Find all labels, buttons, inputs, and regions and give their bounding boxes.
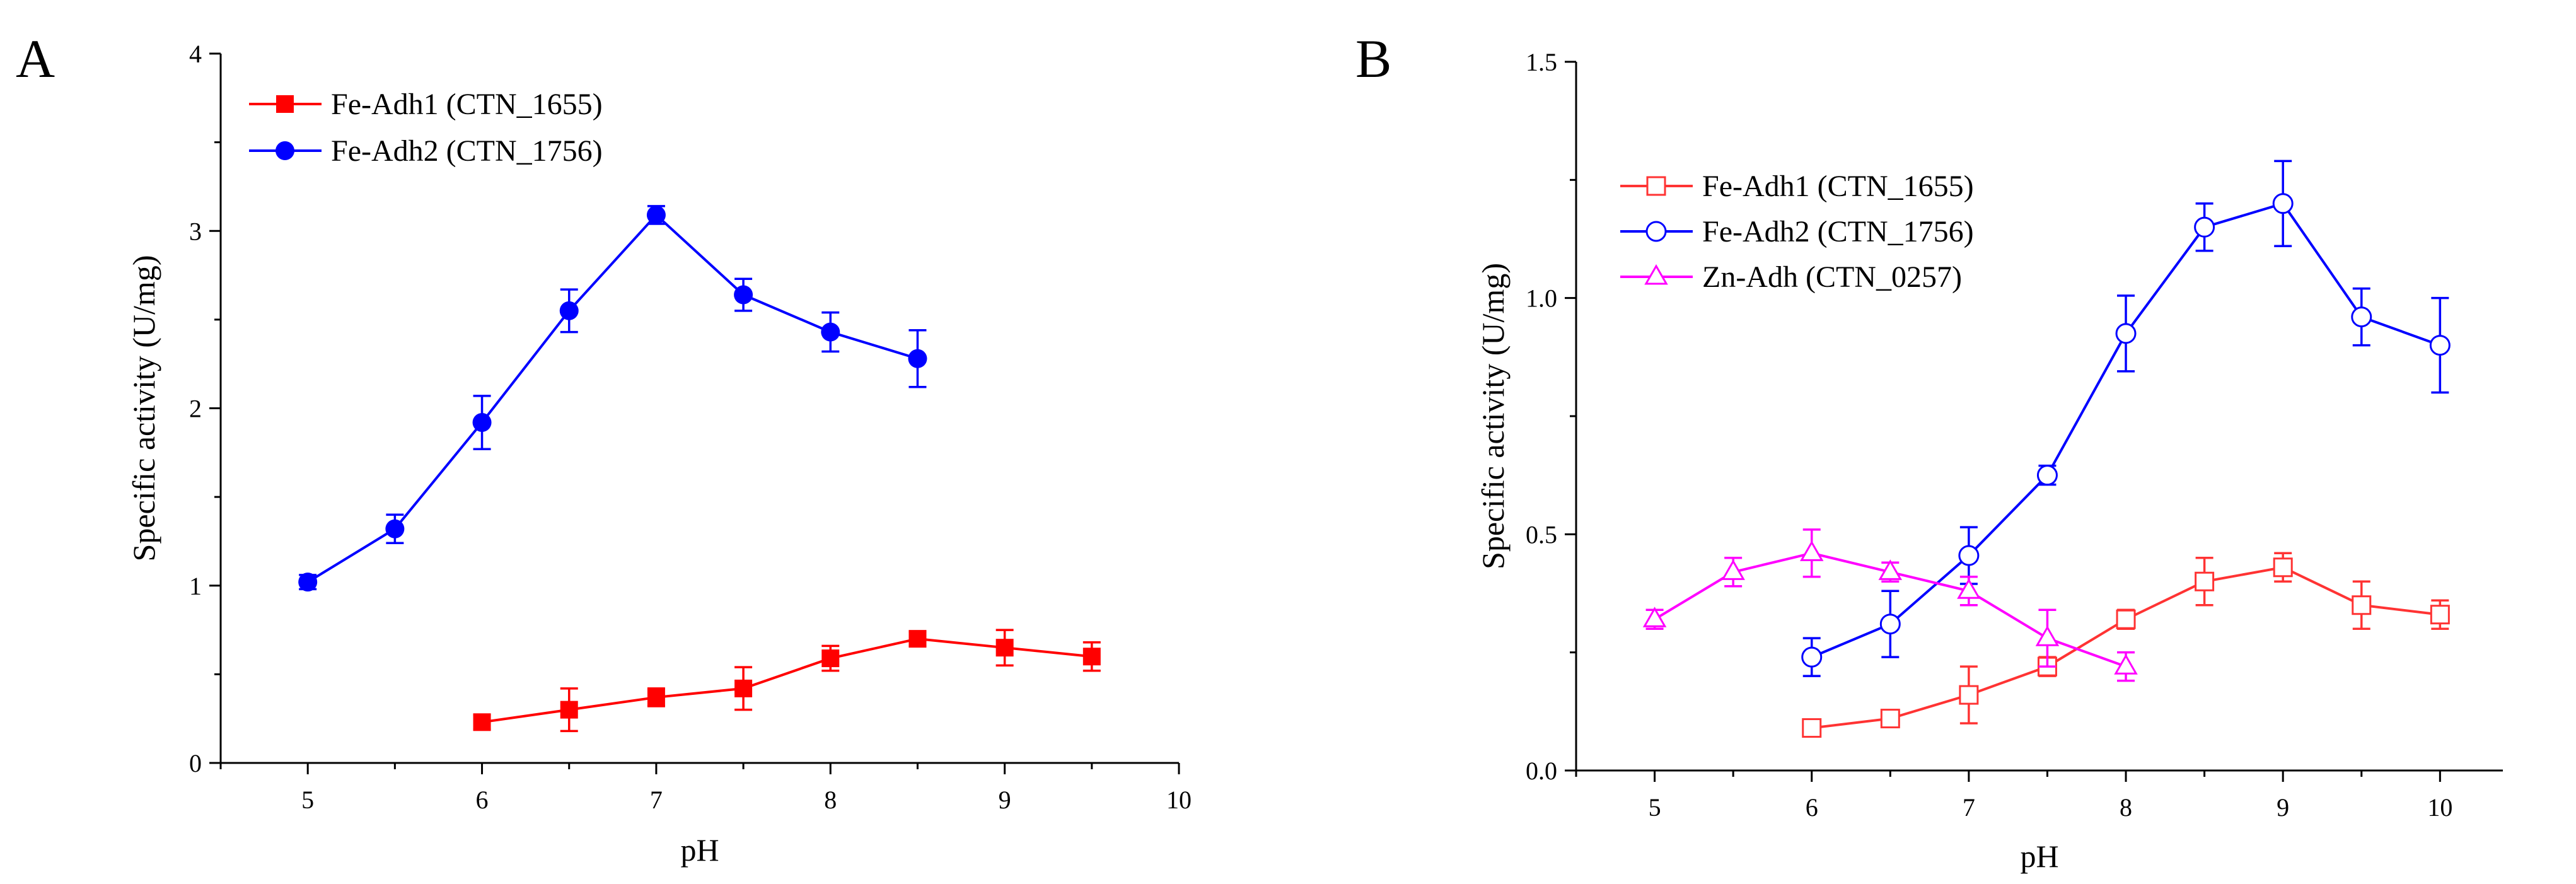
x-tick-label: 9 [2277, 793, 2289, 822]
series-line [307, 213, 919, 583]
data-point [1801, 646, 1823, 668]
data-point [2195, 571, 2215, 591]
y-axis-label: Specific activity (U/mg) [126, 255, 161, 562]
panel-letter: A [16, 28, 55, 89]
data-point [2116, 609, 2136, 629]
legend-entry-zn-adh-ctn-0257: Zn-Adh (CTN_0257) [1620, 260, 1962, 294]
data-point [734, 285, 753, 305]
data-point [2036, 465, 2058, 486]
legend-marker [276, 141, 294, 160]
data-point [1721, 559, 1745, 580]
legend-marker [276, 95, 294, 113]
legend-label: Fe-Adh2 (CTN_1756) [1702, 215, 1974, 248]
data-point [473, 713, 491, 731]
data-point [647, 688, 665, 706]
series-fe-adh2-ctn-1756 [298, 205, 927, 592]
data-point [2430, 605, 2450, 625]
data-point [1879, 614, 1901, 635]
legend-entry-fe-adh1-ctn-1655: Fe-Adh1 (CTN_1655) [249, 88, 603, 121]
data-point [1957, 578, 1981, 599]
data-point [472, 413, 492, 432]
series-line [1811, 566, 2440, 730]
data-point [1082, 648, 1101, 666]
data-point [734, 679, 753, 697]
legend-label: Zn-Adh (CTN_0257) [1702, 260, 1962, 294]
y-tick-label: 1.5 [1526, 48, 1557, 76]
y-tick-label: 1.0 [1526, 284, 1557, 313]
x-tick-label: 8 [824, 786, 837, 814]
data-point [2273, 557, 2293, 578]
data-point [908, 630, 927, 648]
legend-entry-fe-adh2-ctn-1756: Fe-Adh2 (CTN_1756) [1620, 215, 1974, 248]
x-axis-label: pH [680, 832, 719, 868]
legend-label: Fe-Adh2 (CTN_1756) [331, 134, 603, 168]
data-point [1802, 718, 1822, 738]
x-tick-label: 5 [1649, 793, 1661, 822]
legend-entry-fe-adh2-ctn-1756: Fe-Adh2 (CTN_1756) [249, 134, 603, 168]
data-point [2429, 335, 2451, 356]
data-point [2194, 216, 2215, 238]
x-tick-label: 7 [650, 786, 663, 814]
data-point [2272, 193, 2294, 214]
data-point [2035, 625, 2060, 646]
data-point [2115, 323, 2137, 344]
data-point [298, 573, 318, 592]
data-point [646, 205, 666, 224]
data-point [1880, 709, 1900, 729]
series-fe-adh1-ctn-1655 [473, 629, 1101, 733]
data-point [2114, 654, 2138, 675]
data-point [1799, 540, 1824, 561]
x-tick-label: 6 [476, 786, 489, 814]
x-tick-label: 9 [999, 786, 1011, 814]
series-line [482, 637, 1093, 724]
y-tick-label: 4 [189, 40, 202, 68]
data-point [559, 301, 579, 320]
x-axis-label: pH [2020, 839, 2058, 874]
x-tick-label: 10 [2427, 793, 2452, 822]
series-fe-adh2-ctn-1756 [1801, 160, 2451, 677]
data-point [2351, 306, 2372, 328]
data-point [908, 349, 927, 368]
y-axis-label: Specific activity (U/mg) [1475, 263, 1511, 569]
y-tick-label: 0.0 [1526, 757, 1557, 785]
legend-label: Fe-Adh1 (CTN_1655) [1702, 170, 1974, 203]
legend-label: Fe-Adh1 (CTN_1655) [331, 88, 603, 121]
x-tick-label: 10 [1166, 786, 1192, 814]
data-point [560, 701, 578, 719]
data-point [1958, 545, 1980, 566]
data-point [1642, 607, 1667, 627]
legend-marker [1644, 264, 1668, 285]
series-zn-adh-ctn-0257 [1642, 528, 2138, 682]
x-tick-label: 6 [1806, 793, 1818, 822]
y-tick-label: 3 [189, 217, 202, 245]
panel-a: A 5 6 7 8 9 10 0 1 2 3 4 pH Specific activity (U/mg) F… [16, 28, 1192, 868]
y-tick-label: 2 [189, 395, 202, 423]
data-point [821, 649, 840, 668]
legend-marker [1645, 221, 1667, 242]
data-point [821, 322, 840, 342]
data-point [995, 639, 1014, 657]
data-point [2352, 595, 2372, 615]
data-point [1959, 685, 1979, 705]
panel-b: B 5 6 7 8 9 10 0.0 0.5 1.0 1.5 pH Specific activity … [1355, 28, 2503, 874]
data-point [1878, 559, 1903, 580]
panel-letter: B [1355, 28, 1391, 89]
y-tick-label: 1 [189, 572, 202, 600]
legend-entry-fe-adh1-ctn-1655: Fe-Adh1 (CTN_1655) [1620, 170, 1974, 203]
data-point [385, 519, 405, 538]
x-tick-label: 8 [2120, 793, 2132, 822]
series-fe-adh1-ctn-1655 [1802, 552, 2450, 738]
x-tick-label: 7 [1963, 793, 1975, 822]
x-tick-label: 5 [301, 786, 314, 814]
y-tick-label: 0.5 [1526, 520, 1557, 549]
y-tick-label: 0 [189, 749, 202, 777]
legend-marker [1646, 176, 1666, 196]
